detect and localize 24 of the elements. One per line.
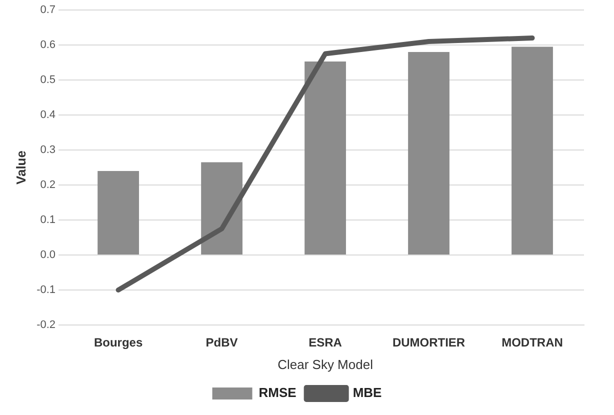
bar xyxy=(512,46,553,254)
y-tick-label: 0.2 xyxy=(40,179,56,192)
x-tick-label: ESRA xyxy=(308,336,342,350)
y-axis-title: Value xyxy=(13,150,28,184)
y-tick-label: 0.1 xyxy=(40,214,56,226)
bar xyxy=(201,162,242,254)
y-tick-label: 0.6 xyxy=(40,39,56,52)
x-tick-label: DUMORTIER xyxy=(392,336,466,350)
x-axis-title: Clear Sky Model xyxy=(278,356,374,372)
x-tick-label: Bourges xyxy=(94,336,143,350)
y-tick-label: 0.4 xyxy=(40,109,56,122)
y-tick-label: 0.3 xyxy=(40,144,56,156)
y-tick-label: 0.7 xyxy=(40,4,56,16)
bar xyxy=(98,171,139,254)
y-tick-label: -0.1 xyxy=(36,284,56,296)
x-tick-label: PdBV xyxy=(206,336,238,350)
legend-label: MBE xyxy=(352,385,382,400)
y-tick-label: 0.5 xyxy=(40,74,56,86)
bar xyxy=(408,52,450,254)
bar xyxy=(304,61,346,254)
x-tick-label: MODTRAN xyxy=(502,336,563,350)
legend-label: RMSE xyxy=(258,385,297,400)
y-tick-label: -0.2 xyxy=(36,319,56,332)
y-tick-label: 0.0 xyxy=(40,249,56,262)
